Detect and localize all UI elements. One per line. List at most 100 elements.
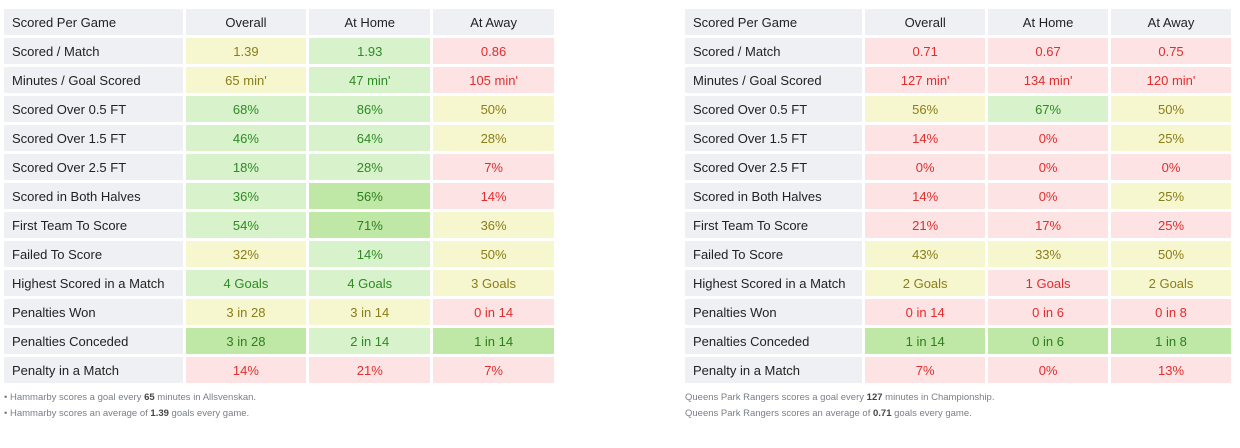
header-away: At Away (433, 9, 554, 35)
cell-away: 25% (1111, 125, 1231, 151)
cell-overall: 36% (185, 183, 307, 209)
cell-home: 47 min' (309, 67, 431, 93)
note-goal-average: Queens Park Rangers scores an average of… (685, 406, 1237, 422)
header-overall: Overall (865, 9, 986, 35)
header-home: At Home (988, 9, 1109, 35)
hammarby-scored-table: Scored Per Game Overall At Home At Away … (1, 6, 557, 386)
row-label: Minutes / Goal Scored (685, 67, 863, 93)
row-label: Scored / Match (4, 38, 183, 64)
table-row: Scored Over 1.5 FT 46% 64% 28% (4, 125, 554, 151)
row-label: First Team To Score (685, 212, 863, 238)
cell-home: 67% (988, 96, 1109, 122)
table-row: Scored / Match 0.71 0.67 0.75 (685, 38, 1231, 64)
header-title: Scored Per Game (4, 9, 183, 35)
table-row: Highest Scored in a Match 4 Goals 4 Goal… (4, 270, 554, 296)
cell-overall: 7% (865, 357, 986, 383)
note-text: goals every game. (891, 408, 972, 419)
cell-away: 105 min' (433, 67, 554, 93)
table-row: Penalty in a Match 14% 21% 7% (4, 357, 554, 383)
cell-overall: 46% (185, 125, 307, 151)
cell-home: 134 min' (988, 67, 1109, 93)
cell-overall: 1.39 (185, 38, 307, 64)
note-value: 65 (144, 392, 155, 403)
note-goal-average: • Hammarby scores an average of 1.39 goa… (4, 408, 250, 419)
row-label: Highest Scored in a Match (4, 270, 183, 296)
cell-home: 0% (988, 125, 1109, 151)
cell-away: 28% (433, 125, 554, 151)
row-label: Penalty in a Match (4, 357, 183, 383)
note-text: Queens Park Rangers scores an average of (685, 408, 873, 419)
note-text: Hammarby scores an average of (9, 408, 151, 419)
cell-home: 4 Goals (309, 270, 431, 296)
cell-away: 7% (433, 154, 554, 180)
cell-away: 2 Goals (1111, 270, 1231, 296)
cell-away: 50% (1111, 96, 1231, 122)
table-row: Scored / Match 1.39 1.93 0.86 (4, 38, 554, 64)
header-overall: Overall (185, 9, 307, 35)
row-label: Failed To Score (4, 241, 183, 267)
cell-overall: 3 in 28 (185, 328, 307, 354)
cell-away: 36% (433, 212, 554, 238)
row-label: Scored Over 2.5 FT (685, 154, 863, 180)
cell-overall: 65 min' (185, 67, 307, 93)
hammarby-scored-panel: Scored Per Game Overall At Home At Away … (4, 6, 560, 422)
cell-away: 25% (1111, 212, 1231, 238)
cell-overall: 54% (185, 212, 307, 238)
row-label: Penalties Conceded (685, 328, 863, 354)
note-value: 127 (866, 392, 883, 403)
qpr-scored-panel: Scored Per Game Overall At Home At Away … (685, 6, 1237, 422)
note-value: 1.39 (150, 408, 169, 419)
row-label: Penalties Conceded (4, 328, 183, 354)
qpr-notes: Queens Park Rangers scores a goal every … (685, 390, 1237, 422)
cell-home: 56% (309, 183, 431, 209)
cell-home: 1.93 (309, 38, 431, 64)
cell-home: 2 in 14 (309, 328, 431, 354)
row-label: Scored in Both Halves (4, 183, 183, 209)
note-text: minutes in Championship. (882, 392, 995, 403)
header-away: At Away (1111, 9, 1231, 35)
row-label: Scored Over 0.5 FT (4, 96, 183, 122)
note-goal-frequency: • Hammarby scores a goal every 65 minute… (4, 392, 257, 403)
table-row: Scored Over 2.5 FT 18% 28% 7% (4, 154, 554, 180)
cell-home: 33% (988, 241, 1109, 267)
cell-home: 86% (309, 96, 431, 122)
cell-overall: 14% (185, 357, 307, 383)
cell-overall: 14% (865, 125, 986, 151)
table-row: Scored Over 0.5 FT 68% 86% 50% (4, 96, 554, 122)
cell-overall: 14% (865, 183, 986, 209)
cell-overall: 3 in 28 (185, 299, 307, 325)
cell-home: 1 Goals (988, 270, 1109, 296)
note-text: goals every game. (168, 408, 250, 419)
cell-home: 21% (309, 357, 431, 383)
row-label: Penalties Won (685, 299, 863, 325)
cell-home: 0% (988, 357, 1109, 383)
cell-away: 13% (1111, 357, 1231, 383)
cell-overall: 43% (865, 241, 986, 267)
table-row: Scored Over 2.5 FT 0% 0% 0% (685, 154, 1231, 180)
cell-overall: 18% (185, 154, 307, 180)
table-row: Scored in Both Halves 36% 56% 14% (4, 183, 554, 209)
cell-away: 0.75 (1111, 38, 1231, 64)
cell-overall: 0 in 14 (865, 299, 986, 325)
row-label: First Team To Score (4, 212, 183, 238)
cell-away: 0.86 (433, 38, 554, 64)
note-goal-frequency: Queens Park Rangers scores a goal every … (685, 390, 1237, 406)
header-title: Scored Per Game (685, 9, 863, 35)
table-row: Penalties Conceded 1 in 14 0 in 6 1 in 8 (685, 328, 1231, 354)
cell-home: 71% (309, 212, 431, 238)
row-label: Scored Over 1.5 FT (685, 125, 863, 151)
cell-away: 0 in 14 (433, 299, 554, 325)
row-label: Scored Over 1.5 FT (4, 125, 183, 151)
table-row: Penalties Won 3 in 28 3 in 14 0 in 14 (4, 299, 554, 325)
table-header-row: Scored Per Game Overall At Home At Away (4, 9, 554, 35)
table-row: Penalties Won 0 in 14 0 in 6 0 in 8 (685, 299, 1231, 325)
table-row: Scored Over 0.5 FT 56% 67% 50% (685, 96, 1231, 122)
cell-overall: 21% (865, 212, 986, 238)
cell-away: 14% (433, 183, 554, 209)
qpr-scored-table: Scored Per Game Overall At Home At Away … (682, 6, 1234, 386)
cell-away: 50% (1111, 241, 1231, 267)
row-label: Penalty in a Match (685, 357, 863, 383)
table-row: Highest Scored in a Match 2 Goals 1 Goal… (685, 270, 1231, 296)
cell-home: 17% (988, 212, 1109, 238)
cell-away: 3 Goals (433, 270, 554, 296)
